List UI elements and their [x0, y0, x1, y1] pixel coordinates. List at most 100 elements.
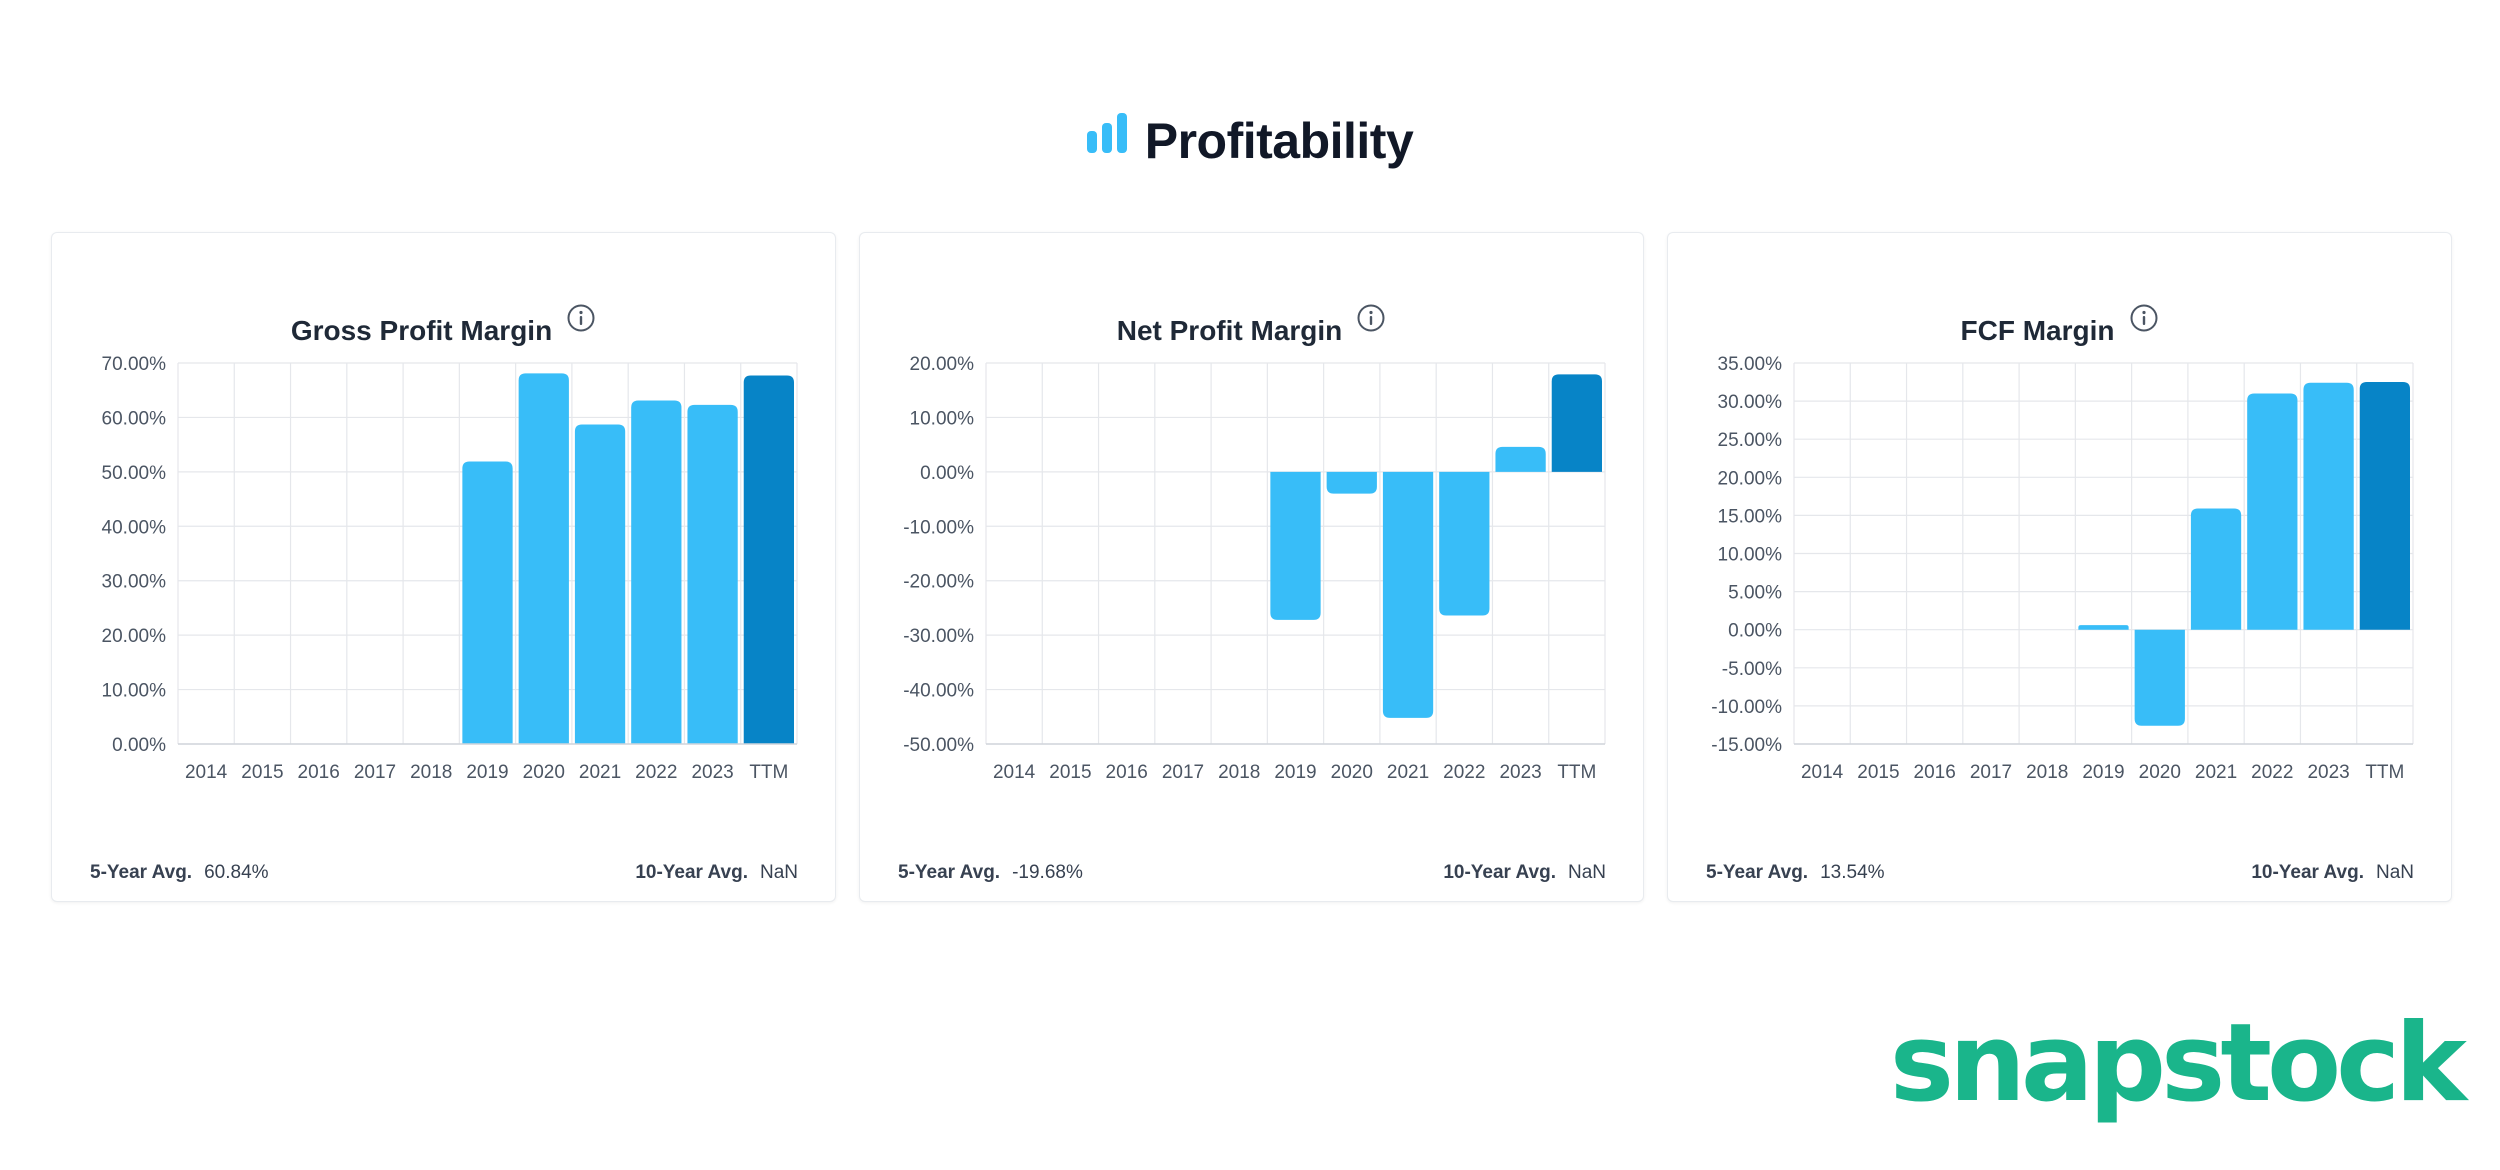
x-tick-label: 2016 — [298, 762, 340, 783]
averages-row: 5-Year Avg. -19.68% 10-Year Avg. NaN — [898, 861, 1606, 885]
bar-2021 — [1382, 471, 1434, 718]
bar-chart: -50.00% -40.00% -30.00% -20.00% -10.00% 0.00%… — [903, 354, 1606, 783]
x-tick-label: 2018 — [1218, 762, 1260, 783]
five-year-average-label: 5-Year Avg. — [1706, 862, 1809, 883]
y-tick-label: 0.00% — [1728, 621, 1782, 642]
info-icon[interactable] — [2129, 303, 2159, 333]
y-tick-label: 0.00% — [112, 735, 166, 756]
x-tick-label: 2021 — [1387, 762, 1429, 783]
fcf-margin-card: FCF Margin -15.00% -10.00% -5.00% 0.00% 5.00… — [1667, 232, 2452, 902]
x-tick-label: 2016 — [1914, 762, 1956, 783]
x-tick-label: 2021 — [579, 762, 621, 783]
x-tick-label: 2018 — [2026, 762, 2068, 783]
five-year-average-label: 5-Year Avg. — [90, 862, 193, 883]
x-tick-label: 2017 — [1970, 762, 2012, 783]
x-tick-label: 2015 — [241, 762, 283, 783]
bar-2020 — [1326, 471, 1377, 494]
x-tick-label: 2016 — [1106, 762, 1148, 783]
x-tick-label: TTM — [1557, 762, 1596, 783]
info-icon[interactable] — [566, 303, 596, 333]
x-tick-label: 2014 — [1801, 762, 1844, 783]
bar-chart: 0.00% 10.00% 20.00% 30.00% 40.00% 50.00% 60.00… — [102, 354, 798, 783]
five-year-average: 5-Year Avg. -19.68% — [898, 862, 1083, 884]
card-title-row: FCF Margin — [1668, 281, 2451, 346]
info-icon[interactable] — [1356, 303, 1386, 333]
card-title-row: Net Profit Margin — [860, 281, 1643, 346]
five-year-average-label: 5-Year Avg. — [898, 862, 1001, 883]
x-tick-label: 2020 — [2139, 762, 2181, 783]
y-tick-label: 10.00% — [1718, 545, 1783, 566]
bar-2019 — [2078, 625, 2129, 630]
y-tick-label: -50.00% — [903, 735, 974, 756]
y-tick-label: 70.00% — [102, 354, 167, 375]
y-tick-label: 40.00% — [102, 517, 167, 538]
ten-year-average-value: NaN — [1567, 862, 1606, 883]
ten-year-average: 10-Year Avg. NaN — [1443, 862, 1606, 884]
five-year-average-value: 13.54% — [1820, 862, 1885, 883]
five-year-average: 5-Year Avg. 60.84% — [90, 862, 269, 884]
snapstock-logo: snapstock — [1889, 1001, 2467, 1126]
bar-ttm — [743, 375, 794, 744]
x-tick-label: 2018 — [410, 762, 452, 783]
bar-2023 — [2303, 382, 2354, 630]
bar-2023 — [1495, 446, 1546, 472]
card-title-row: Gross Profit Margin — [52, 281, 835, 346]
five-year-average: 5-Year Avg. 13.54% — [1706, 862, 1885, 884]
x-tick-label: 2023 — [2307, 762, 2349, 783]
y-tick-label: 10.00% — [910, 408, 975, 429]
x-tick-label: 2019 — [2082, 762, 2124, 783]
y-tick-label: -15.00% — [1711, 735, 1782, 756]
y-tick-label: 20.00% — [1718, 468, 1783, 489]
bar-ttm — [2359, 382, 2410, 630]
ten-year-average-value: NaN — [2375, 862, 2414, 883]
five-year-average-value: 60.84% — [204, 862, 269, 883]
ten-year-average: 10-Year Avg. NaN — [2251, 862, 2414, 884]
x-tick-label: 2021 — [2195, 762, 2237, 783]
y-tick-label: 20.00% — [102, 626, 167, 647]
x-tick-label: 2015 — [1049, 762, 1091, 783]
ten-year-average-value: NaN — [759, 862, 798, 883]
y-tick-label: -10.00% — [1711, 697, 1782, 718]
ten-year-average-label: 10-Year Avg. — [635, 862, 748, 883]
card-title: Net Profit Margin — [1116, 315, 1343, 346]
y-tick-label: 30.00% — [102, 572, 167, 593]
x-tick-label: TTM — [2365, 762, 2404, 783]
page-title: Profitability — [1144, 113, 1414, 169]
y-tick-label: 60.00% — [102, 408, 167, 429]
y-tick-label: 10.00% — [102, 681, 167, 702]
bar-chart-icon — [1086, 113, 1127, 153]
bar-2021 — [2190, 508, 2242, 630]
ten-year-average-label: 10-Year Avg. — [2251, 862, 2364, 883]
bar-2022 — [1439, 471, 1490, 616]
averages-row: 5-Year Avg. 60.84% 10-Year Avg. NaN — [90, 861, 798, 885]
bar-2020 — [2134, 629, 2185, 726]
x-tick-label: 2022 — [1443, 762, 1485, 783]
y-tick-label: -5.00% — [1722, 659, 1782, 680]
bar-2021 — [574, 424, 626, 744]
x-tick-label: 2022 — [2251, 762, 2293, 783]
y-tick-label: -10.00% — [903, 517, 974, 538]
x-tick-label: 2017 — [354, 762, 396, 783]
card-title: Gross Profit Margin — [290, 315, 553, 346]
y-tick-label: -30.00% — [903, 626, 974, 647]
x-tick-label: TTM — [749, 762, 788, 783]
y-tick-label: 50.00% — [102, 463, 167, 484]
page-header: Profitability — [0, 90, 2500, 180]
x-tick-label: 2020 — [1331, 762, 1373, 783]
x-tick-label: 2023 — [691, 762, 733, 783]
ten-year-average-label: 10-Year Avg. — [1443, 862, 1556, 883]
y-tick-label: -20.00% — [903, 572, 974, 593]
bar-ttm — [1551, 374, 1602, 472]
x-tick-label: 2014 — [993, 762, 1036, 783]
net-profit-margin-card: Net Profit Margin -50.00% -40.00% -30.00% -… — [859, 232, 1644, 902]
y-tick-label: 20.00% — [910, 354, 975, 375]
bar-2020 — [518, 373, 569, 744]
x-tick-label: 2023 — [1499, 762, 1541, 783]
y-tick-label: 0.00% — [920, 463, 974, 484]
bar-2022 — [631, 400, 682, 744]
y-tick-label: 35.00% — [1718, 354, 1783, 375]
y-tick-label: 30.00% — [1718, 392, 1783, 413]
x-tick-label: 2015 — [1857, 762, 1899, 783]
gross-profit-margin-card: Gross Profit Margin 0.00% 10.00% 20.00% 30.… — [51, 232, 836, 902]
x-tick-label: 2019 — [466, 762, 508, 783]
